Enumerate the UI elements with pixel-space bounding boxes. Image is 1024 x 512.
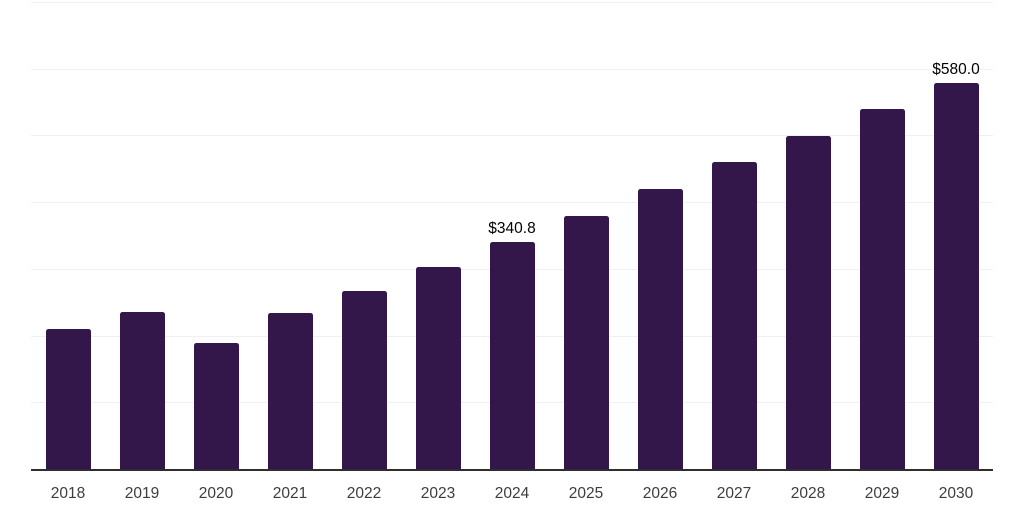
bar-2023[interactable]	[415, 266, 461, 471]
bar-2030[interactable]	[933, 82, 979, 471]
bar-2021[interactable]	[267, 313, 313, 471]
plot-area: 2018 2019 2020 2021 2022 2023 $340.8 2024 2025 20…	[31, 0, 993, 512]
bar-value-label-2030: $580.0	[932, 60, 980, 78]
bar-2025[interactable]	[563, 215, 609, 471]
x-axis-line	[31, 469, 993, 471]
bar-2018[interactable]	[45, 329, 91, 471]
bar-2028[interactable]	[785, 135, 831, 471]
bar-2024[interactable]	[489, 242, 535, 471]
bar-value-label-2024: $340.8	[488, 220, 536, 238]
bar-2020[interactable]	[193, 342, 239, 471]
bar-2019[interactable]	[119, 311, 165, 471]
bar-2026[interactable]	[637, 188, 683, 471]
bar-2027[interactable]	[711, 162, 757, 471]
x-tick-2027: 2027	[716, 485, 752, 502]
x-tick-2022: 2022	[346, 485, 382, 502]
gridline-700	[31, 2, 993, 3]
x-tick-2023: 2023	[420, 485, 456, 502]
x-tick-2021: 2021	[272, 485, 308, 502]
x-tick-2028: 2028	[790, 485, 826, 502]
x-tick-2026: 2026	[642, 485, 678, 502]
gridline-500	[31, 135, 993, 137]
gridline-600	[31, 68, 993, 70]
bar-2029[interactable]	[859, 109, 905, 471]
x-tick-2018: 2018	[50, 485, 86, 502]
x-tick-2024: 2024	[494, 485, 530, 502]
bar-2022[interactable]	[341, 291, 387, 471]
gridline-400	[31, 202, 993, 204]
x-tick-2020: 2020	[198, 485, 234, 502]
x-tick-2030: 2030	[938, 485, 974, 502]
x-tick-2029: 2029	[864, 485, 900, 502]
x-tick-2025: 2025	[568, 485, 604, 502]
x-tick-2019: 2019	[124, 485, 160, 502]
